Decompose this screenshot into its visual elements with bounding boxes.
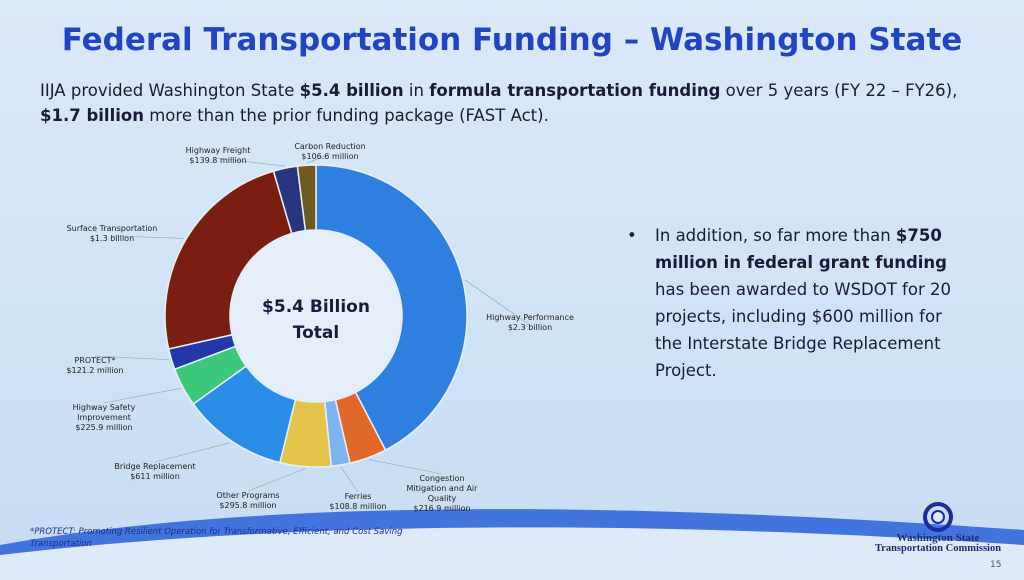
value-label: $121.2 million <box>66 366 124 375</box>
slice-label: Ferries $108.8 million <box>303 492 413 512</box>
leader-line <box>247 468 306 492</box>
text-run: In addition, so far more than <box>655 226 896 245</box>
slice-label: Highway Freight $139.8 million <box>163 146 273 166</box>
category-label: PROTECT* <box>74 356 116 365</box>
leader-line <box>306 153 331 164</box>
leader-line <box>154 442 231 463</box>
category-label: Highway Performance <box>486 313 574 322</box>
donut-slice <box>315 164 468 452</box>
text-run: $1.7 billion <box>40 106 144 125</box>
text-run: over 5 years (FY 22 – FY26), <box>720 81 958 100</box>
logo-text: Washington State <box>896 532 980 544</box>
leader-line <box>103 387 182 404</box>
slice-label: Other Programs $295.8 million <box>193 491 303 511</box>
category-label: Surface Transportation <box>66 224 158 233</box>
text-run: $750 million in federal grant funding <box>655 226 947 272</box>
category-label: Highway Safety Improvement <box>72 403 136 422</box>
value-label: $106.6 million <box>301 152 359 161</box>
value-label: $108.8 million <box>329 502 387 511</box>
slice-label: Bridge Replacement $611 million <box>100 462 210 482</box>
value-label: $611 million <box>130 472 180 481</box>
title: Federal Transportation Funding – Washing… <box>61 22 963 58</box>
category-label: Congestion Mitigation and Air Quality <box>406 474 478 503</box>
page-number: 15 <box>990 560 1002 570</box>
center-label: $5.4 Billion <box>262 297 370 317</box>
donut-slice <box>164 170 293 350</box>
bullet-text: In addition, so far more than $750 milli… <box>655 222 970 384</box>
text-run: formula transportation funding <box>429 81 721 100</box>
category-label: Bridge Replacement <box>114 462 196 471</box>
subtitle: IIJA provided Washington State $5.4 bill… <box>40 78 1000 128</box>
slice-label: Surface Transportation $1.3 billion <box>57 224 167 244</box>
slice-label: Highway Performance $2.3 billion <box>475 313 585 333</box>
slice-label: Congestion Mitigation and Air Quality $21… <box>402 474 482 514</box>
value-label: $1.3 billion <box>89 234 135 243</box>
leader-line <box>464 279 531 326</box>
leader-line <box>368 459 443 475</box>
leader-line <box>340 466 359 493</box>
leader-line <box>94 355 170 361</box>
text-run: IIJA provided Washington State <box>40 81 300 100</box>
value-label: $139.8 million <box>189 156 247 165</box>
text-run: more than the prior funding package (FAS… <box>143 106 549 125</box>
bullet-marker: • <box>627 226 637 245</box>
footnote: *PROTECT: Promoting Resilient Operation … <box>30 527 403 549</box>
text-run: in <box>403 81 430 100</box>
slice-label: Carbon Reduction $106.6 million <box>275 142 385 162</box>
text-run: $5.4 billion <box>299 81 404 100</box>
value-label: $2.3 billion <box>507 323 553 332</box>
logo-text: Transportation Commission <box>874 543 1002 554</box>
leader-line <box>111 235 185 239</box>
text-run: has been awarded to WSDOT for 20 project… <box>655 280 951 380</box>
donut-slice <box>296 164 317 232</box>
category-label: Highway Freight <box>185 146 251 155</box>
category-label: Ferries <box>344 492 372 501</box>
leader-line <box>217 157 285 167</box>
donut-hole <box>231 231 401 401</box>
value-label: $216.9 million <box>413 504 471 513</box>
slice-label: PROTECT* $121.2 million <box>40 356 150 376</box>
value-label: $295.8 million <box>219 501 277 510</box>
category-label: Carbon Reduction <box>294 142 366 151</box>
slice-label: Highway Safety Improvement $225.9 million <box>64 403 144 433</box>
value-label: $225.9 million <box>75 423 133 432</box>
center-label: Total <box>293 323 339 343</box>
category-label: Other Programs <box>216 491 280 500</box>
